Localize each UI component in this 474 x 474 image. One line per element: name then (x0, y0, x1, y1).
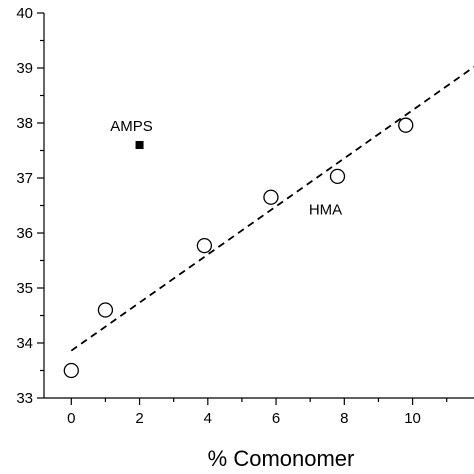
y-tick-label: 33 (16, 390, 33, 407)
fit-line-group (70, 66, 474, 352)
annotations: AMPS HMA (110, 118, 342, 218)
hma-point (97, 302, 114, 318)
y-tick-label: 35 (16, 280, 33, 297)
y-tick-label: 39 (16, 60, 33, 77)
amps-point (135, 141, 144, 149)
x-tick-label: 10 (404, 410, 421, 427)
x-axis-label: % Comonomer (208, 446, 355, 471)
y-tick-label: 36 (16, 225, 33, 242)
axes (43, 13, 474, 399)
hma-point (63, 362, 79, 379)
x-tick-label: 4 (204, 410, 212, 427)
fit-line (70, 66, 474, 352)
annotation-hma: HMA (309, 201, 342, 218)
hma-point (398, 117, 414, 133)
y-tick-label: 34 (16, 335, 33, 352)
x-tick-label: 8 (340, 410, 348, 427)
ticks: 33 34 35 36 37 38 39 40 0 2 4 6 8 10 (16, 5, 448, 427)
x-tick-label: 0 (67, 410, 75, 427)
y-tick-label: 37 (16, 170, 33, 187)
y-tick-label: 40 (16, 5, 33, 22)
data-points (63, 117, 414, 379)
hma-point (196, 237, 213, 254)
hma-point (329, 168, 346, 185)
x-tick-label: 2 (135, 410, 143, 427)
x-tick-label: 6 (272, 410, 280, 427)
hma-point (263, 189, 279, 205)
annotation-amps: AMPS (110, 118, 153, 135)
y-tick-label: 38 (16, 115, 33, 132)
